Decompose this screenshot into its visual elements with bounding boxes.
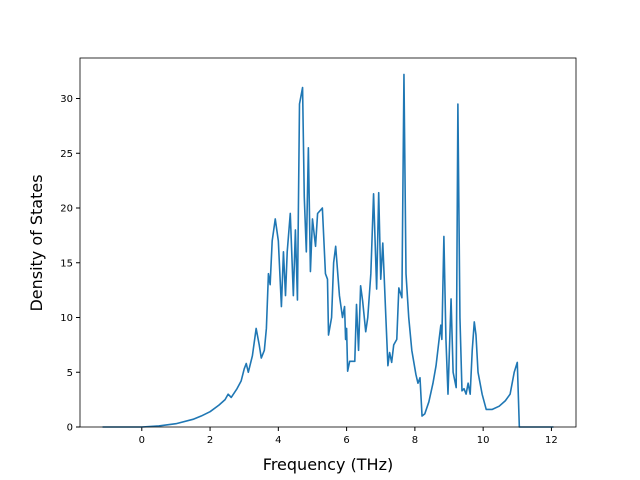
x-tick-label: 12: [545, 435, 558, 446]
x-axis-label: Frequency (THz): [263, 455, 393, 474]
y-tick-label: 30: [60, 94, 73, 105]
y-tick-label: 5: [67, 368, 73, 379]
y-tick-label: 20: [60, 204, 73, 215]
x-tick-label: 10: [477, 435, 490, 446]
x-tick-label: 0: [139, 435, 145, 446]
plot-frame: [79, 57, 577, 428]
x-tick-label: 8: [412, 435, 418, 446]
x-tick-label: 2: [207, 435, 213, 446]
y-axis-label: Density of States: [27, 174, 46, 311]
y-tick-label: 0: [67, 423, 73, 434]
y-tick-label: 25: [60, 149, 73, 160]
x-tick-label: 6: [343, 435, 349, 446]
line: [102, 73, 554, 428]
y-tick-label: 10: [60, 313, 73, 324]
y-tick-label: 15: [60, 258, 73, 269]
x-tick-label: 4: [275, 435, 281, 446]
